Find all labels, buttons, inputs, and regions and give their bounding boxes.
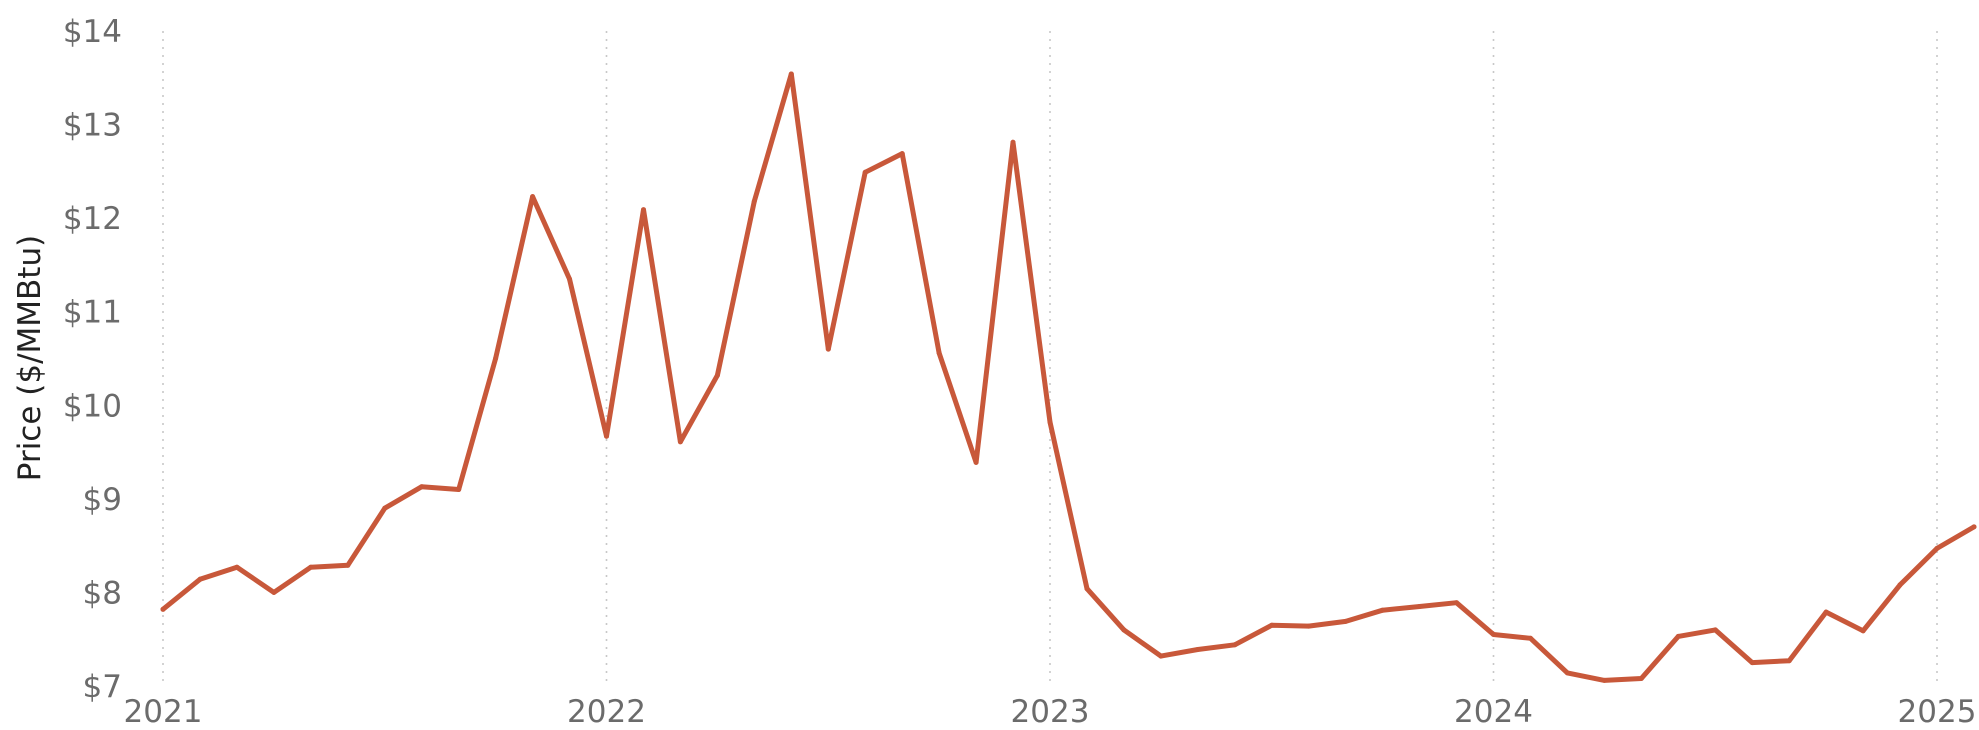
data-point-2021-01	[160, 606, 166, 612]
x-tick-label-2024: 2024	[1454, 694, 1533, 730]
data-point-2023-02	[1084, 586, 1090, 592]
data-point-2021-06	[345, 562, 351, 568]
data-point-2025-01	[1934, 545, 1940, 551]
y-tick-label-14: $14	[63, 14, 122, 50]
y-axis-tick-labels: $7 $8 $9 $10 $11 $12 $13 $14	[63, 14, 122, 705]
data-point-2022-12	[1010, 139, 1016, 145]
data-point-2021-04	[271, 589, 277, 595]
data-point-2023-01	[1047, 419, 1053, 425]
data-point-2023-12	[1454, 600, 1459, 606]
data-point-2021-10	[493, 356, 499, 361]
data-point-2022-04	[714, 372, 720, 378]
x-tick-label-2022: 2022	[567, 694, 646, 730]
x-axis-tick-labels: 2021 2022 2023 2024 2025	[124, 694, 1977, 730]
data-point-2022-08	[862, 169, 868, 175]
series-line-0	[160, 71, 1977, 683]
data-point-2024-07	[1712, 627, 1718, 633]
data-point-2021-05	[308, 564, 314, 570]
data-point-2025-02	[1971, 524, 1977, 530]
data-point-2022-02	[641, 207, 646, 213]
data-point-2022-01	[604, 433, 609, 439]
data-point-2021-11	[530, 194, 536, 200]
data-point-2023-08	[1306, 623, 1312, 629]
y-tick-label-10: $10	[63, 388, 122, 424]
data-point-2021-03	[234, 564, 240, 570]
data-point-2024-01	[1491, 632, 1496, 637]
data-point-2023-11	[1417, 604, 1423, 609]
data-point-2024-03	[1564, 670, 1570, 676]
data-point-2021-12	[567, 276, 572, 282]
price-series	[160, 71, 1977, 683]
data-point-2021-08	[419, 484, 425, 490]
vertical-gridlines	[162, 31, 1938, 686]
data-point-2023-03	[1121, 627, 1127, 633]
data-point-2022-07	[825, 346, 831, 352]
data-point-2023-07	[1269, 622, 1275, 628]
data-point-2024-08	[1749, 660, 1755, 666]
y-tick-label-13: $13	[63, 108, 122, 144]
data-point-2021-09	[456, 487, 462, 492]
data-point-2023-04	[1158, 653, 1164, 659]
data-point-2023-06	[1232, 642, 1238, 648]
data-point-2022-05	[751, 198, 757, 204]
data-point-2021-07	[382, 505, 388, 511]
data-point-2022-03	[677, 439, 683, 445]
data-point-2024-12	[1897, 582, 1903, 588]
y-axis-title: Price ($/MMBtu)	[12, 235, 48, 481]
data-point-2023-09	[1343, 618, 1349, 624]
data-point-2022-06	[788, 71, 794, 77]
y-tick-label-11: $11	[63, 295, 122, 331]
data-point-2024-02	[1528, 635, 1533, 641]
data-point-2024-06	[1675, 633, 1681, 639]
x-tick-label-2025: 2025	[1898, 694, 1977, 730]
data-point-2022-11	[973, 459, 979, 465]
data-point-2021-02	[197, 576, 203, 582]
data-point-2023-10	[1380, 607, 1386, 613]
data-point-2022-09	[899, 151, 905, 157]
data-point-2023-05	[1195, 647, 1201, 652]
x-tick-label-2023: 2023	[1011, 694, 1090, 730]
x-tick-label-2021: 2021	[124, 694, 203, 730]
data-point-2024-05	[1638, 676, 1644, 681]
y-tick-label-12: $12	[63, 201, 122, 237]
data-point-2024-04	[1601, 677, 1607, 683]
y-tick-label-8: $8	[83, 575, 122, 611]
data-point-2022-10	[936, 350, 942, 356]
data-point-2024-11	[1860, 628, 1866, 634]
y-tick-label-9: $9	[83, 482, 122, 518]
data-point-2024-09	[1786, 658, 1792, 664]
y-tick-label-7: $7	[83, 669, 122, 705]
data-point-2024-10	[1823, 609, 1829, 615]
